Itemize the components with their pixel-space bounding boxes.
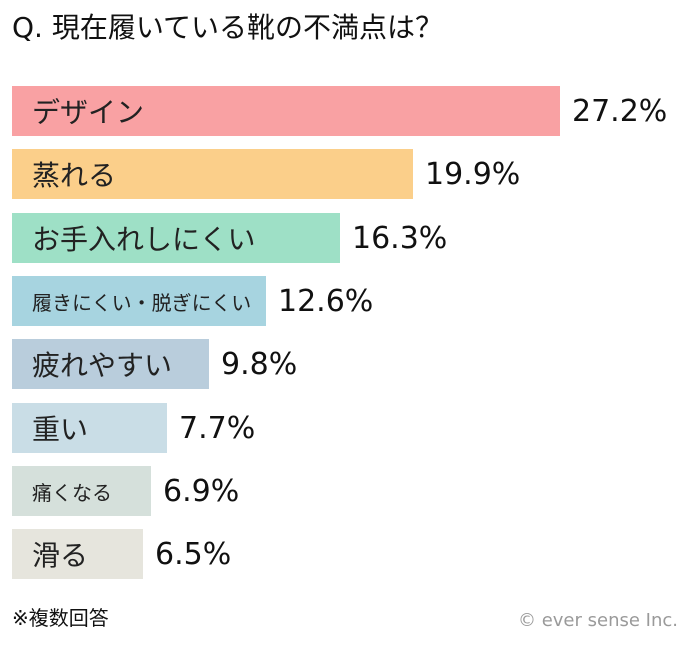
bar-value-label: 16.3% (352, 220, 448, 256)
bar-category-label: デザイン (32, 96, 145, 129)
bar-value-label: 6.9% (163, 473, 240, 509)
bar (12, 403, 167, 453)
bar (12, 276, 266, 326)
bar-category-label: 痛くなる (32, 480, 112, 505)
bar-category-label: 疲れやすい (32, 349, 173, 382)
bar-value-label: 7.7% (179, 410, 256, 446)
bar (12, 529, 143, 579)
bar (12, 86, 560, 136)
chart-title: Q. 現在履いている靴の不満点は？ (12, 11, 444, 44)
bar (12, 213, 340, 263)
copyright-text: © ever sense Inc. (517, 610, 678, 631)
bar-value-label: 9.8% (221, 346, 298, 382)
bar-category-label: 滑る (32, 539, 89, 572)
bar (12, 466, 151, 516)
bar-value-label: 6.5% (155, 536, 232, 572)
bar-category-label: 重い (32, 413, 89, 446)
bar-category-label: 蒸れる (32, 159, 117, 192)
footnote: ※複数回答 (12, 606, 109, 630)
bar (12, 149, 413, 199)
bar-value-label: 19.9% (425, 156, 521, 192)
bar-value-label: 27.2% (572, 93, 668, 129)
bar-category-label: 履きにくい・脱ぎにくい (32, 290, 252, 315)
bar-category-label: お手入れしにくい (32, 223, 256, 256)
bar-value-label: 12.6% (278, 283, 374, 319)
bar (12, 339, 209, 389)
